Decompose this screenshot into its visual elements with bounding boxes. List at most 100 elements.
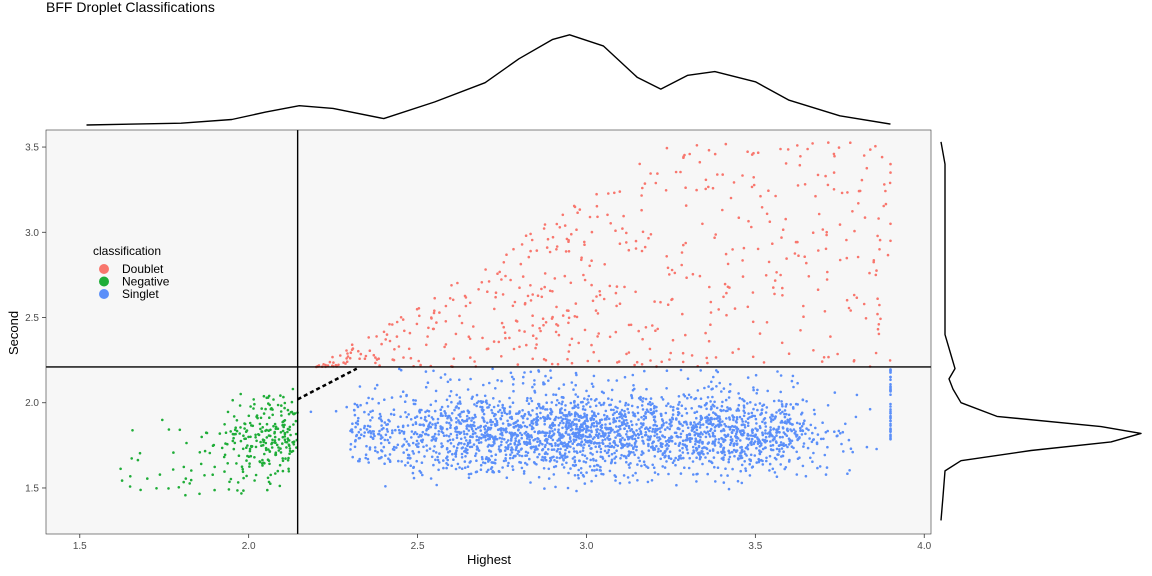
point-singlet: [818, 465, 822, 468]
point-doublet: [742, 246, 746, 250]
point-doublet: [682, 243, 685, 247]
point-doublet: [845, 298, 849, 302]
point-singlet: [631, 474, 635, 477]
point-singlet: [742, 431, 746, 435]
point-singlet: [595, 434, 599, 438]
point-doublet: [431, 327, 435, 331]
point-singlet: [392, 448, 396, 452]
point-singlet: [705, 407, 708, 411]
point-singlet: [746, 447, 750, 451]
point-singlet: [651, 427, 655, 431]
point-doublet: [862, 154, 866, 157]
point-singlet: [359, 428, 362, 431]
point-singlet: [533, 379, 536, 382]
point-negative: [268, 450, 272, 453]
point-singlet: [574, 438, 578, 442]
point-singlet: [651, 402, 654, 406]
point-singlet: [455, 416, 458, 420]
point-doublet: [444, 304, 448, 308]
point-singlet: [586, 398, 589, 401]
point-singlet: [758, 449, 761, 452]
point-singlet: [771, 438, 775, 442]
point-singlet: [787, 437, 791, 441]
point-singlet: [465, 414, 469, 418]
point-singlet: [552, 393, 555, 396]
point-singlet: [522, 472, 526, 475]
point-singlet: [573, 412, 577, 416]
point-doublet: [516, 363, 520, 366]
point-singlet: [592, 459, 595, 462]
point-doublet: [543, 272, 547, 275]
point-singlet: [353, 402, 357, 406]
point-doublet: [388, 322, 391, 326]
point-singlet: [763, 422, 767, 425]
point-singlet: [798, 422, 802, 426]
point-singlet: [620, 413, 623, 416]
point-singlet: [655, 444, 658, 448]
point-singlet: [661, 398, 665, 401]
point-singlet: [707, 433, 711, 436]
point-singlet: [355, 434, 358, 438]
point-negative: [276, 469, 280, 473]
point-negative: [238, 404, 242, 407]
point-singlet: [810, 440, 814, 444]
point-singlet: [445, 434, 448, 437]
point-singlet: [500, 437, 504, 440]
point-negative: [251, 424, 255, 428]
point-singlet: [412, 432, 416, 436]
point-doublet: [583, 328, 587, 332]
point-singlet: [719, 408, 722, 412]
point-negative: [283, 406, 286, 410]
point-singlet: [512, 425, 515, 429]
point-doublet: [597, 359, 601, 363]
point-doublet: [825, 230, 828, 234]
points-layer: [119, 141, 892, 497]
point-singlet: [463, 432, 466, 436]
point-singlet: [607, 434, 611, 438]
point-singlet: [436, 417, 440, 421]
point-singlet: [826, 445, 829, 449]
point-doublet: [752, 176, 755, 179]
point-singlet: [681, 439, 685, 443]
point-doublet: [665, 146, 669, 150]
point-singlet: [457, 406, 461, 410]
point-singlet: [446, 405, 450, 408]
point-singlet: [686, 377, 690, 381]
point-singlet: [550, 448, 554, 452]
point-singlet: [657, 447, 660, 451]
point-singlet: [696, 389, 700, 392]
point-singlet: [367, 461, 371, 464]
point-singlet: [677, 444, 681, 448]
y-axis-title: Second: [6, 311, 21, 355]
point-singlet: [549, 458, 553, 462]
point-doublet: [570, 361, 574, 365]
point-doublet: [375, 335, 378, 338]
point-doublet: [607, 192, 610, 195]
point-singlet: [581, 473, 585, 477]
point-singlet: [686, 451, 690, 455]
point-singlet: [426, 381, 430, 385]
point-singlet: [629, 420, 633, 423]
point-singlet: [889, 409, 892, 413]
point-singlet: [508, 410, 512, 413]
point-doublet: [827, 141, 830, 144]
point-singlet: [456, 402, 460, 405]
point-singlet: [415, 459, 419, 463]
point-singlet: [613, 461, 617, 465]
point-singlet: [777, 399, 781, 402]
point-singlet: [605, 415, 609, 419]
point-doublet: [654, 181, 658, 185]
point-doublet: [583, 243, 586, 246]
point-doublet: [641, 337, 644, 341]
point-doublet: [477, 288, 480, 291]
point-singlet: [822, 437, 825, 441]
point-singlet: [375, 383, 379, 387]
point-singlet: [624, 401, 628, 405]
point-singlet: [581, 423, 584, 427]
point-negative: [261, 464, 264, 467]
point-singlet: [722, 409, 725, 412]
point-singlet: [889, 375, 892, 379]
point-doublet: [592, 350, 595, 354]
point-doublet: [684, 333, 687, 337]
point-singlet: [588, 439, 592, 443]
